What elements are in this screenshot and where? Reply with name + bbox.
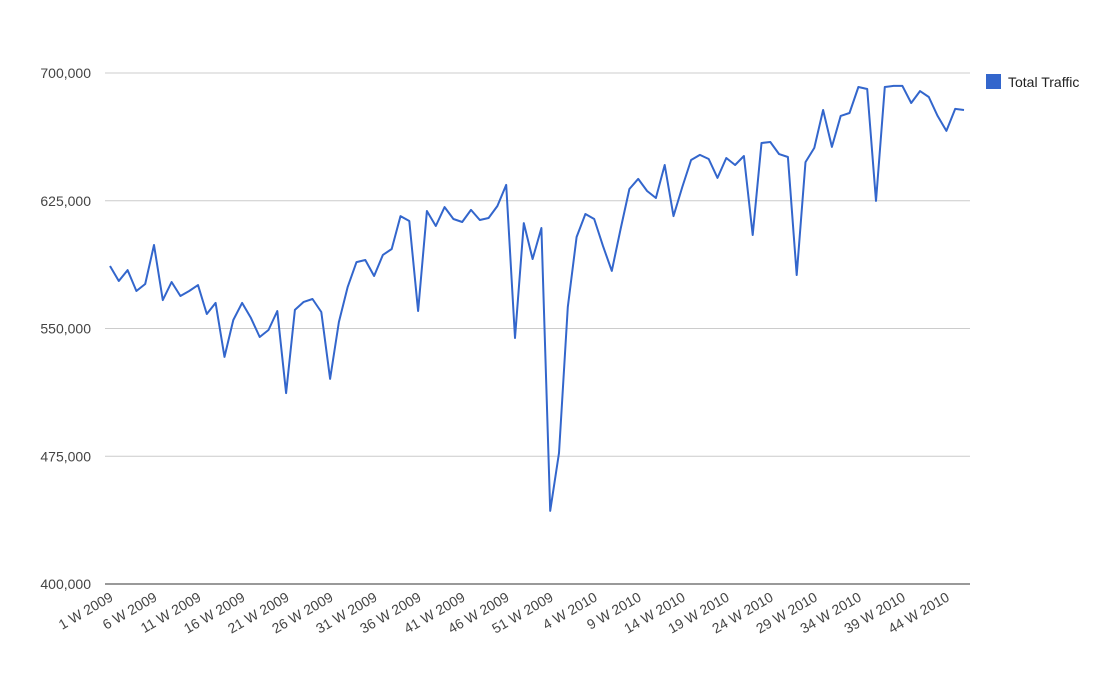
y-tick-label: 700,000 <box>40 65 91 81</box>
line <box>109 84 965 512</box>
y-tick-label: 475,000 <box>40 448 91 464</box>
legend-label: Total Traffic <box>1008 74 1079 90</box>
legend-swatch <box>986 74 1001 89</box>
y-tick-label: 625,000 <box>40 193 91 209</box>
y-tick-label: 550,000 <box>40 321 91 337</box>
y-tick-label: 400,000 <box>40 576 91 592</box>
